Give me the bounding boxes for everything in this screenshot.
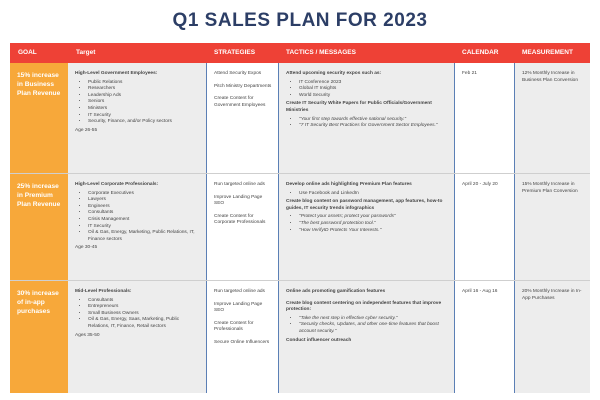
- list-item: World Security: [299, 93, 448, 100]
- list-item: "How VerifyID Protects Your Interests.": [299, 228, 448, 235]
- list-item: Engineers: [88, 204, 200, 211]
- row-divider: [10, 280, 590, 281]
- list-item: "Protect your assets; protect your passw…: [299, 214, 448, 221]
- target-age: Age 26-55: [75, 127, 98, 133]
- header-strategies: STRATEGIES: [214, 49, 256, 56]
- list-item: Ministers: [88, 106, 200, 113]
- strategy-item: Improve Landing Page SEO: [214, 301, 263, 314]
- tactics-cell: Develop online ads highlighting Premium …: [278, 174, 454, 280]
- sales-plan-table: GOAL Target STRATEGIES TACTICS / MESSAGE…: [10, 43, 590, 393]
- target-cell: High-Level Government Employees: Public …: [68, 63, 206, 173]
- target-age: Ages 35-50: [75, 332, 100, 338]
- list-item: Entrepreneurs: [88, 304, 200, 311]
- tactic-quote-list: "Protect your assets; protect your passw…: [286, 214, 448, 234]
- list-item: "Your first step towards effective natio…: [299, 117, 448, 124]
- tactic-title: Create IT Security White Papers for Publ…: [286, 101, 432, 113]
- list-item: Corporate Executives: [88, 191, 200, 198]
- tactics-cell: Online ads promoting gamification featur…: [278, 281, 454, 393]
- tactic-quote-list: "Your first step towards effective natio…: [286, 117, 448, 130]
- target-list: Consultants Entrepreneurs Small Business…: [75, 298, 200, 331]
- header-goal: GOAL: [18, 49, 37, 56]
- measurement-cell: 12% Monthly Increase in Business Plan Co…: [514, 63, 590, 173]
- strategies-cell: Run targeted online ads Improve Landing …: [206, 174, 278, 280]
- list-item: Lawyers: [88, 197, 200, 204]
- list-item: Oil & Gas, Energy, Saas, Marketing, Publ…: [88, 317, 200, 330]
- header-tactics: TACTICS / MESSAGES: [286, 49, 356, 56]
- table-row: 25% increase in Premium Plan Revenue Hig…: [10, 174, 590, 280]
- list-item: IT Security: [88, 113, 200, 120]
- list-item: "Security checks, Updates, and other one…: [299, 322, 448, 335]
- list-item: Public Relations: [88, 80, 200, 87]
- list-item: "Take the next step in effective cyber s…: [299, 316, 448, 323]
- row-divider: [10, 173, 590, 174]
- list-item: IT Security: [88, 224, 200, 231]
- list-item: "The best password protection tool.": [299, 221, 448, 228]
- header-calendar: CALENDAR: [462, 49, 499, 56]
- table-header: GOAL Target STRATEGIES TACTICS / MESSAGE…: [10, 43, 590, 63]
- list-item: Consultants: [88, 210, 200, 217]
- goal-cell: 15% increase in Business Plan Revenue: [10, 63, 68, 173]
- list-item: Crisis Management: [88, 217, 200, 224]
- strategy-item: Pitch Ministry Departments: [214, 83, 272, 89]
- list-item: Researchers: [88, 86, 200, 93]
- target-list: Public Relations Researchers Leadership …: [75, 80, 200, 126]
- tactic-title: Attend upcoming security expos such as:: [286, 71, 382, 76]
- tactic-title: Develop online ads highlighting Premium …: [286, 182, 412, 187]
- list-item: Leadership Ads: [88, 93, 200, 100]
- header-measurement: MEASUREMENT: [522, 49, 573, 56]
- tactic-list: Use Facebook and LinkedIn: [286, 191, 448, 198]
- list-item: IT Conference 2023: [299, 80, 448, 87]
- strategy-item: Run targeted online ads: [214, 182, 265, 187]
- strategy-item: Secure Online Influencers: [214, 339, 270, 345]
- tactic-title: Conduct influencer outreach: [286, 337, 352, 343]
- tactic-list: IT Conference 2023 Global IT Insights Wo…: [286, 80, 448, 100]
- strategy-item: Create Content for Professionals: [214, 320, 254, 333]
- target-title: High-Level Government Employees:: [75, 71, 158, 76]
- list-item: Oil & Gas, Energy, Marketing, Public Rel…: [88, 230, 200, 243]
- tactic-title: Online ads promoting gamification featur…: [286, 289, 386, 294]
- target-title: High-Level Corporate Professionals:: [75, 182, 159, 187]
- target-cell: Mid-Level Professionals: Consultants Ent…: [68, 281, 206, 393]
- strategies-cell: Run targeted online ads Improve Landing …: [206, 281, 278, 393]
- goal-cell: 30% increase of in-app purchases: [10, 281, 68, 393]
- list-item: Small Business Owners: [88, 311, 200, 318]
- measurement-cell: 20% Monthly Increase in In-App Purchases: [514, 281, 590, 393]
- goal-cell: 25% increase in Premium Plan Revenue: [10, 174, 68, 280]
- list-item: Consultants: [88, 298, 200, 305]
- strategy-item: Run targeted online ads: [214, 289, 265, 294]
- strategy-item: Attend Security Expos: [214, 71, 262, 76]
- strategies-cell: Attend Security Expos Pitch Ministry Dep…: [206, 63, 278, 173]
- tactics-cell: Attend upcoming security expos such as: …: [278, 63, 454, 173]
- list-item: Global IT Insights: [299, 86, 448, 93]
- page-title: Q1 SALES PLAN FOR 2023: [172, 10, 428, 31]
- table-row: 15% increase in Business Plan Revenue Hi…: [10, 63, 590, 173]
- header-target: Target: [76, 49, 96, 56]
- calendar-cell: April 16 - Aug 16: [454, 281, 514, 393]
- target-list: Corporate Executives Lawyers Engineers C…: [75, 191, 200, 244]
- list-item: Security, Finance, and/or Policy sectors: [88, 119, 200, 126]
- tactic-quote-list: "Take the next step in effective cyber s…: [286, 316, 448, 336]
- tactic-title: Create blog content on password manageme…: [286, 199, 443, 211]
- list-item: Seniors: [88, 99, 200, 106]
- table-row: 30% increase of in-app purchases Mid-Lev…: [10, 281, 590, 393]
- strategy-item: Create Content for Corporate Professiona…: [214, 213, 266, 226]
- strategy-item: Improve Landing Page SEO: [214, 194, 263, 207]
- tactic-title: Create blog content centering on indepen…: [286, 300, 442, 313]
- calendar-cell: Feb 21: [454, 63, 514, 173]
- calendar-cell: April 20 - July 20: [454, 174, 514, 280]
- measurement-cell: 15% Monthly Increase in Premium Plan Con…: [514, 174, 590, 280]
- list-item: Use Facebook and LinkedIn: [299, 191, 448, 198]
- target-title: Mid-Level Professionals:: [75, 289, 132, 294]
- target-cell: High-Level Corporate Professionals: Corp…: [68, 174, 206, 280]
- strategy-item: Create Content for Government Employees: [214, 96, 266, 108]
- target-age: Age 30-45: [75, 245, 98, 251]
- list-item: "7 IT Security Best Practices for Govern…: [299, 123, 448, 130]
